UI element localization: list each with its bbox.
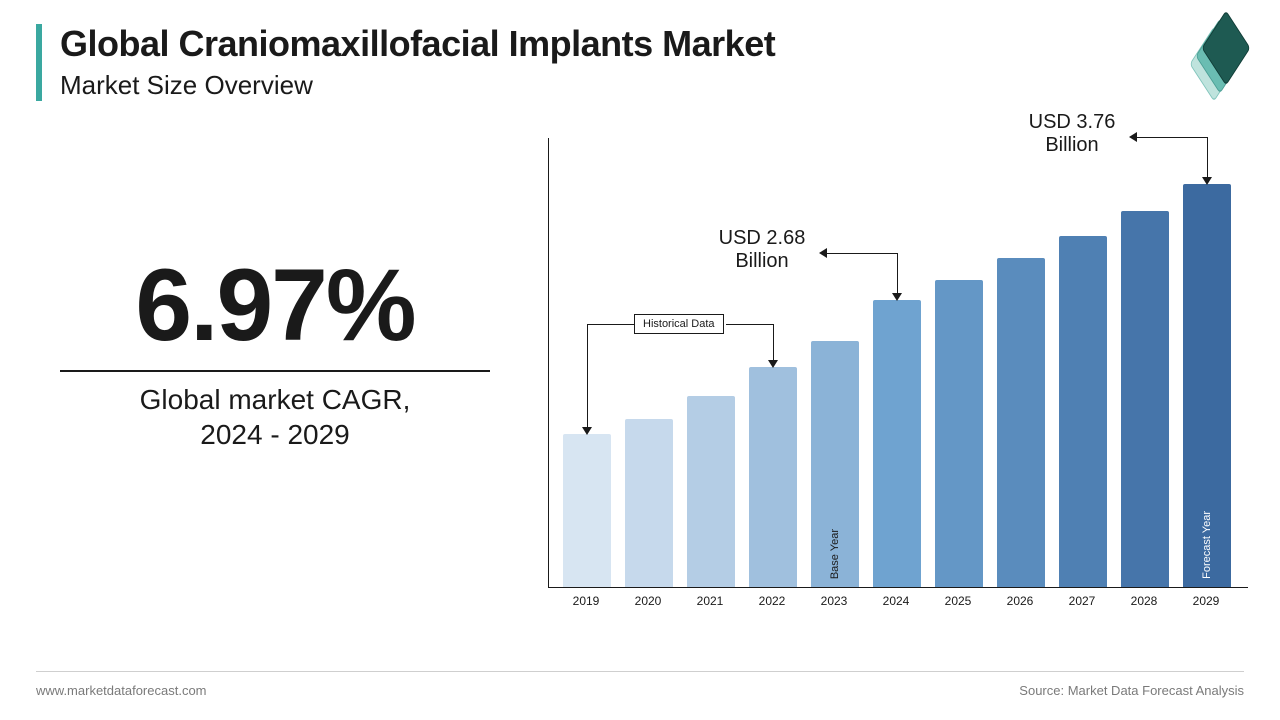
bar-label-2029: Forecast Year [1201,511,1213,579]
page-subtitle: Market Size Overview [60,70,775,101]
callout-arm-v-2029 [1207,137,1208,179]
bar-2023: Base Year [811,341,859,587]
bar-2028 [1121,211,1169,587]
callout-arrowhead-bar-2029 [1202,177,1212,185]
callout-arm-h-2029 [1135,137,1207,138]
chart-plot-area: Base YearForecast YearUSD 2.68BillionUSD… [548,138,1248,588]
hist-arrowhead-to [768,360,778,368]
historical-data-tag: Historical Data [634,314,724,334]
cagr-value: 6.97% [60,254,490,356]
footer-url: www.marketdataforecast.com [36,683,207,698]
cagr-stat-block: 6.97% Global market CAGR, 2024 - 2029 [60,254,490,452]
bar-2024 [873,300,921,587]
market-size-chart: Base YearForecast YearUSD 2.68BillionUSD… [548,138,1248,616]
hist-arm-h-right [726,324,773,325]
footer-source: Source: Market Data Forecast Analysis [1019,683,1244,698]
title-block: Global Craniomaxillofacial Implants Mark… [36,24,775,101]
cagr-divider [60,370,490,372]
bar-2021 [687,396,735,587]
page-title: Global Craniomaxillofacial Implants Mark… [60,24,775,64]
callout-2029: USD 3.76Billion [1017,111,1127,157]
xlabel-2026: 2026 [1007,594,1034,608]
hist-arrowhead-from [582,427,592,435]
xlabel-2028: 2028 [1131,594,1158,608]
bar-2019 [563,434,611,587]
bar-2026 [997,258,1045,587]
bar-label-2023: Base Year [829,529,841,579]
bar-2029: Forecast Year [1183,184,1231,587]
brand-logo [1192,22,1248,78]
callout-arm-h-2024 [825,253,897,254]
xlabel-2027: 2027 [1069,594,1096,608]
callout-arrowhead-bar-2024 [892,293,902,301]
hist-arm-h-left [587,324,634,325]
xlabel-2025: 2025 [945,594,972,608]
hist-arm-v-from [587,324,588,428]
page-root: Global Craniomaxillofacial Implants Mark… [0,0,1280,720]
cagr-label-line2: 2024 - 2029 [200,419,349,450]
xlabel-2022: 2022 [759,594,786,608]
xlabel-2023: 2023 [821,594,848,608]
footer-divider [36,671,1244,672]
xlabel-2029: 2029 [1193,594,1220,608]
callout-arm-v-2024 [897,253,898,295]
cagr-label: Global market CAGR, 2024 - 2029 [60,382,490,452]
xlabel-2019: 2019 [573,594,600,608]
cagr-label-line1: Global market CAGR, [140,384,411,415]
hist-arm-v-to [773,324,774,362]
callout-2024: USD 2.68Billion [707,227,817,273]
bar-2027 [1059,236,1107,587]
bar-2020 [625,419,673,587]
bar-2025 [935,280,983,588]
bar-2022 [749,367,797,587]
xlabel-2020: 2020 [635,594,662,608]
xlabel-2024: 2024 [883,594,910,608]
chart-x-labels: 2019 2020 2021 2022 2023 2024 2025 2026 2027 2028… [548,594,1248,616]
xlabel-2021: 2021 [697,594,724,608]
